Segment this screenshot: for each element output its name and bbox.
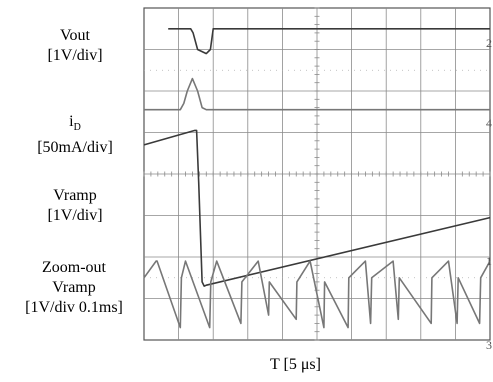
trace-vout — [168, 28, 490, 55]
label-vramp: Vramp [1V/div] — [47, 187, 103, 224]
scope-traces — [143, 28, 491, 329]
channel-marker-4: 4 — [486, 116, 492, 130]
x-axis-label: T [5 μs] — [270, 356, 321, 373]
scope-grid — [143, 7, 491, 341]
trace-zoom-out-vramp — [143, 260, 491, 329]
channel-marker-2: 2 — [486, 36, 492, 50]
label-id: iD [50mA/div] — [37, 113, 113, 157]
trace-vramp — [143, 129, 491, 287]
trace-id — [144, 77, 490, 111]
label-vout: Vout [1V/div] — [47, 27, 103, 64]
channel-marker-3: 3 — [486, 338, 492, 352]
channel-marker-1: 1 — [486, 254, 492, 268]
label-zoom: Zoom-out Vramp [1V/div 0.1ms] — [25, 259, 123, 316]
